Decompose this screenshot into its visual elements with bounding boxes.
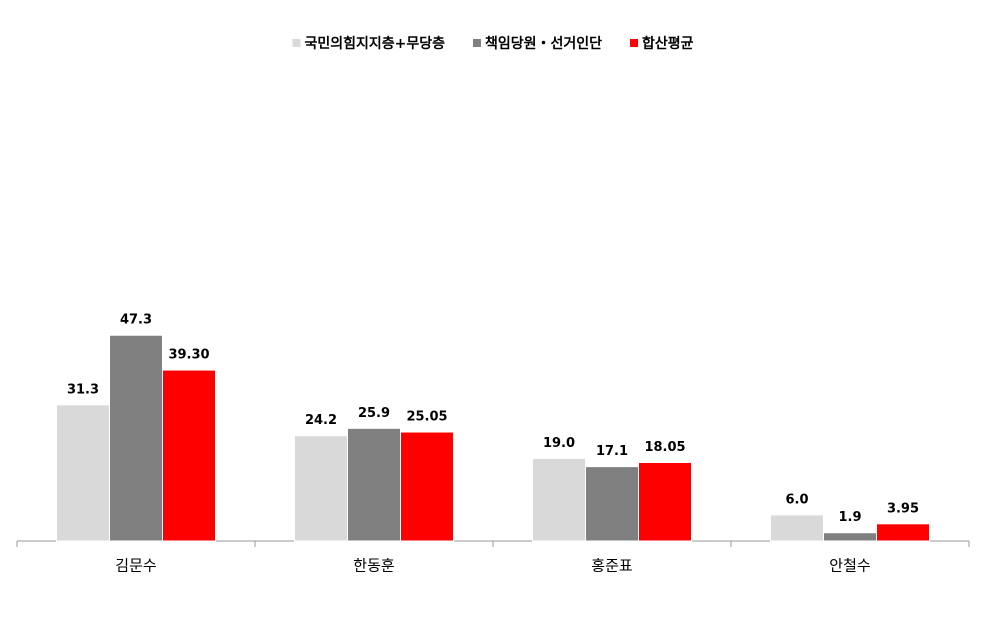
bar — [876, 523, 930, 542]
legend-swatch — [292, 39, 301, 47]
bar — [400, 431, 454, 542]
value-label: 1.9 — [838, 510, 861, 525]
legend: 국민의힘지지층+무당층 책임당원・선거인단 합산평균 — [292, 35, 694, 52]
value-label: 24.2 — [305, 413, 337, 428]
value-label: 25.05 — [406, 410, 447, 425]
x-tick-label: 안철수 — [829, 557, 870, 575]
bar — [162, 369, 216, 542]
value-label: 19.0 — [543, 436, 575, 451]
legend-label: 책임당원・선거인단 — [485, 35, 602, 52]
bar — [347, 427, 401, 542]
value-label: 18.05 — [644, 440, 685, 455]
value-label: 3.95 — [887, 501, 919, 516]
bar — [770, 514, 824, 542]
x-tick-label: 한동훈 — [353, 557, 394, 575]
x-tick-label: 김문수 — [115, 557, 156, 575]
value-label: 17.1 — [596, 444, 628, 459]
value-label: 39.30 — [168, 348, 209, 363]
legend-label: 합산평균 — [642, 35, 694, 52]
bar — [585, 466, 639, 542]
legend-swatch — [472, 39, 481, 47]
value-label: 31.3 — [67, 382, 99, 397]
bar — [532, 457, 586, 542]
bar — [109, 334, 163, 542]
legend-label: 국민의힘지지층+무당층 — [304, 35, 445, 52]
x-tick-label: 홍준표 — [591, 557, 633, 575]
bar — [638, 461, 692, 542]
value-label: 47.3 — [120, 313, 152, 328]
bar — [294, 435, 348, 542]
legend-swatch — [630, 39, 639, 47]
value-label: 25.9 — [358, 406, 390, 421]
bar — [823, 532, 877, 542]
bar — [56, 404, 110, 542]
value-label: 6.0 — [785, 492, 808, 507]
